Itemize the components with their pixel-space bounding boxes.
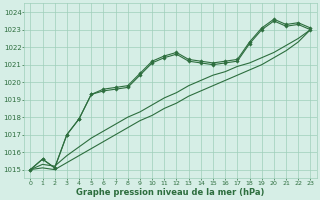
X-axis label: Graphe pression niveau de la mer (hPa): Graphe pression niveau de la mer (hPa) (76, 188, 265, 197)
